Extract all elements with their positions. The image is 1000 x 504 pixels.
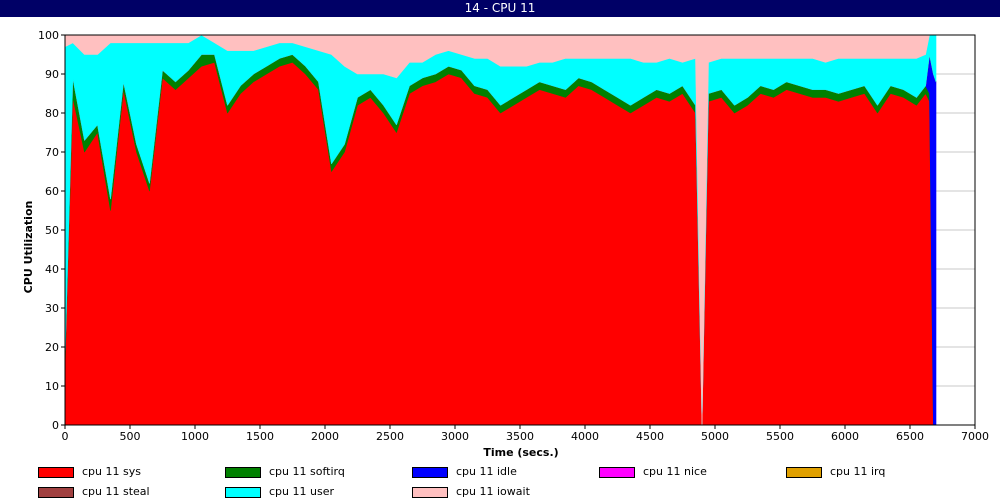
- legend-label: cpu 11 steal: [82, 485, 150, 498]
- legend-label: cpu 11 irq: [830, 465, 886, 478]
- y-axis-title: CPU Utilization: [22, 201, 35, 294]
- x-tick-label: 1500: [246, 430, 274, 443]
- x-tick-label: 5000: [701, 430, 729, 443]
- y-tick-label: 40: [45, 263, 59, 276]
- x-tick-label: 3000: [441, 430, 469, 443]
- chart-window-title: 14 - CPU 11: [0, 0, 1000, 17]
- y-tick-label: 60: [45, 185, 59, 198]
- x-tick-label: 5500: [766, 430, 794, 443]
- x-tick-label: 2500: [376, 430, 404, 443]
- x-tick-label: 6000: [831, 430, 859, 443]
- legend-swatch: [786, 467, 822, 478]
- legend-swatch: [412, 487, 448, 498]
- chart-legend: cpu 11 sys cpu 11 softirq cpu 11 idle cpu 1…: [0, 462, 1000, 504]
- legend-swatch: [412, 467, 448, 478]
- y-tick-label: 90: [45, 68, 59, 81]
- legend-swatch: [225, 467, 261, 478]
- x-tick-label: 0: [62, 430, 69, 443]
- axis-layer: 0 500 1000 1500 2000 2500 3000 3500 4000 4500 5000…: [38, 29, 989, 443]
- y-tick-label: 0: [52, 419, 59, 432]
- x-tick-label: 1000: [181, 430, 209, 443]
- legend-label: cpu 11 iowait: [456, 485, 530, 498]
- y-tick-label: 30: [45, 302, 59, 315]
- y-tick-label: 50: [45, 224, 59, 237]
- y-tick-label: 100: [38, 29, 59, 42]
- legend-label: cpu 11 idle: [456, 465, 517, 478]
- x-tick-label: 4000: [571, 430, 599, 443]
- x-tick-label: 6500: [896, 430, 924, 443]
- x-tick-label: 500: [120, 430, 141, 443]
- y-tick-label: 20: [45, 341, 59, 354]
- x-axis-title: Time (secs.): [483, 446, 558, 459]
- area-series-cpu-11-sys: [64, 62, 937, 426]
- plot-layer: [64, 34, 975, 426]
- x-tick-label: 2000: [311, 430, 339, 443]
- y-tick-label: 80: [45, 107, 59, 120]
- legend-swatch: [38, 487, 74, 498]
- x-tick-label: 7000: [961, 430, 989, 443]
- legend-label: cpu 11 softirq: [269, 465, 345, 478]
- y-tick-label: 70: [45, 146, 59, 159]
- cpu-utilization-chart: 0 500 1000 1500 2000 2500 3000 3500 4000 4500 5000…: [22, 29, 989, 459]
- legend-swatch: [225, 487, 261, 498]
- legend-label: cpu 11 nice: [643, 465, 707, 478]
- legend-label: cpu 11 user: [269, 485, 334, 498]
- legend-swatch: [38, 467, 74, 478]
- legend-swatch: [599, 467, 635, 478]
- legend-label: cpu 11 sys: [82, 465, 141, 478]
- x-tick-label: 4500: [636, 430, 664, 443]
- y-tick-label: 10: [45, 380, 59, 393]
- x-tick-label: 3500: [506, 430, 534, 443]
